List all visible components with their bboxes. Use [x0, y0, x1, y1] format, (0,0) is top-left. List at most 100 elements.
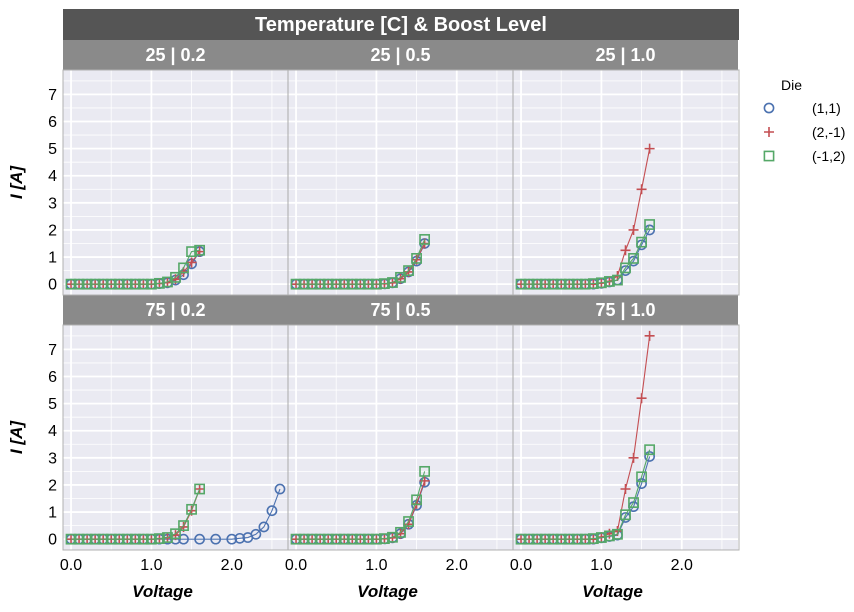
data-point [129, 278, 141, 290]
data-point [595, 532, 607, 543]
facet-strip [513, 40, 738, 70]
data-point [636, 393, 647, 404]
data-point [579, 533, 591, 545]
data-point [628, 452, 639, 463]
data-point [419, 475, 430, 486]
data-point [515, 278, 527, 290]
data-point [547, 278, 559, 290]
data-point [612, 274, 623, 286]
data-point [81, 533, 93, 545]
data-point [178, 533, 189, 545]
data-point [306, 278, 318, 290]
series-(-1,2) [515, 219, 656, 290]
data-point [403, 516, 414, 527]
data-point [266, 505, 278, 517]
data-point [194, 484, 205, 495]
legend-marker [764, 127, 774, 137]
data-point [620, 484, 631, 495]
data-point [194, 533, 206, 545]
panel-frame [62, 69, 740, 296]
data-point [145, 278, 157, 290]
data-point [113, 278, 125, 290]
panel-4: 75 | 0.2 0 1 2 3 4 5 6 7 0.0 1.0 2.0 [48, 295, 288, 574]
y-tick-label: 2 [48, 222, 57, 239]
data-point [346, 278, 358, 290]
data-point [411, 253, 422, 264]
data-point [644, 330, 655, 341]
data-point [298, 278, 310, 290]
data-point [379, 533, 390, 545]
y-tick-label: 1 [48, 505, 57, 522]
data-point [226, 533, 238, 545]
data-point [362, 278, 374, 290]
panel-2: 25 | 0.5 [288, 40, 513, 295]
data-point [515, 533, 527, 545]
data-point [65, 278, 77, 290]
minor-gridlines [288, 325, 513, 550]
data-point [395, 526, 406, 538]
data-point [362, 533, 374, 545]
x-tick-label: 1.0 [140, 557, 162, 574]
panel-1: 25 | 0.2 0 1 2 3 4 5 6 7 [48, 40, 288, 295]
data-point [539, 533, 551, 545]
x-tick-label: 1.0 [365, 557, 387, 574]
data-point [113, 533, 125, 545]
data-point [322, 278, 334, 290]
y-tick-label: 6 [48, 369, 57, 386]
facet-strip [288, 40, 513, 70]
data-point [636, 471, 647, 483]
data-point [250, 528, 262, 540]
y-tick-label: 6 [48, 114, 57, 131]
facet-title: 75 | 0.2 [145, 300, 205, 320]
data-point [194, 483, 206, 495]
data-point [628, 253, 639, 264]
data-point [306, 533, 318, 545]
data-point [531, 278, 543, 290]
super-title-background [63, 9, 739, 40]
facet-title: 25 | 0.2 [145, 45, 205, 65]
data-point [170, 271, 181, 283]
data-point [105, 533, 117, 545]
data-point [644, 143, 655, 154]
x-tick-label: 1.0 [590, 557, 612, 574]
data-point [523, 278, 535, 290]
data-point [330, 533, 342, 545]
data-point [531, 533, 543, 545]
data-point [555, 533, 567, 545]
data-point [571, 533, 583, 545]
y-tick-label: 5 [48, 141, 57, 158]
data-point [595, 277, 607, 289]
data-point [338, 533, 350, 545]
data-point [370, 278, 382, 290]
facet-title: 75 | 0.5 [370, 300, 430, 320]
legend-entry: (-1,2) [763, 148, 845, 164]
x-tick-label: 2.0 [671, 557, 693, 574]
minor-gridlines [63, 325, 288, 550]
data-point [587, 278, 599, 290]
data-point [403, 265, 414, 277]
plot-area [288, 325, 513, 550]
data-point [178, 262, 189, 274]
legend-label: (-1,2) [812, 148, 845, 164]
panel-5: 75 | 0.5 0.0 1.0 2.0 [285, 295, 513, 574]
data-point [129, 533, 141, 545]
chart-title: Temperature [C] & Boost Level [255, 14, 547, 36]
facet-title: 25 | 0.5 [370, 45, 430, 65]
x-axis-label: Voltage [582, 582, 643, 601]
data-point [379, 278, 390, 290]
data-point [604, 276, 615, 287]
data-point [81, 278, 93, 290]
data-point [322, 533, 334, 545]
series-(-1,2) [515, 444, 656, 545]
y-tick-label: 4 [48, 423, 57, 440]
legend-label: (2,-1) [812, 124, 845, 140]
y-axis-label: I [A] [7, 420, 26, 454]
data-point [314, 278, 326, 290]
data-point [571, 278, 583, 290]
facet-strip [63, 40, 288, 70]
y-tick-label: 1 [48, 250, 57, 267]
data-point [105, 278, 117, 290]
facet-title: 75 | 1.0 [595, 300, 655, 320]
data-point [636, 478, 647, 489]
